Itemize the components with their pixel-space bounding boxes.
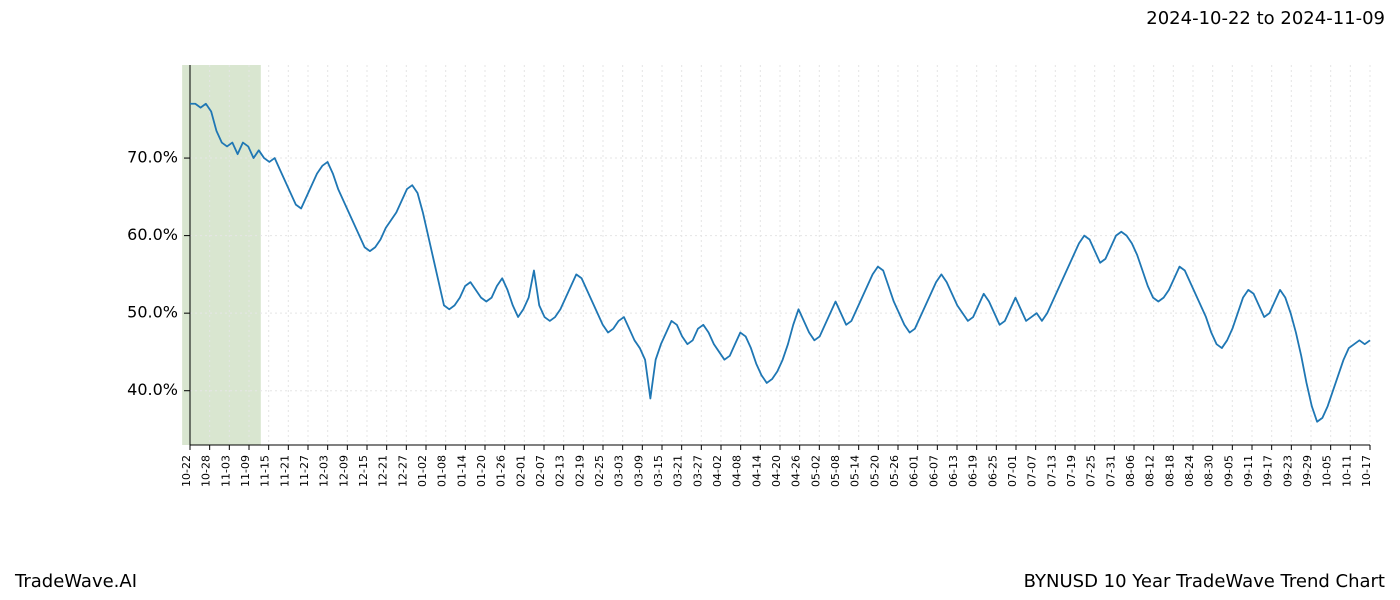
chart-title-label: BYNUSD 10 Year TradeWave Trend Chart: [1024, 571, 1385, 592]
xtick-label: 07-01: [1006, 455, 1019, 487]
xtick-label: 08-24: [1183, 455, 1196, 487]
xtick-label: 05-02: [809, 455, 822, 487]
xtick-label: 08-06: [1124, 455, 1137, 487]
xtick-label: 06-25: [986, 455, 999, 487]
xtick-label: 03-27: [691, 455, 704, 487]
xtick-label: 09-11: [1242, 455, 1255, 487]
xtick-label: 12-27: [396, 455, 409, 487]
xtick-label: 07-13: [1045, 455, 1058, 487]
xtick-label: 04-02: [711, 455, 724, 487]
xtick-label: 10-11: [1340, 455, 1353, 487]
xtick-label: 02-01: [514, 455, 527, 487]
brand-label: TradeWave.AI: [15, 571, 137, 592]
xtick-label: 03-15: [652, 455, 665, 487]
xtick-label: 07-19: [1065, 455, 1078, 487]
xtick-label: 04-26: [790, 455, 803, 487]
xtick-label: 04-08: [731, 455, 744, 487]
xtick-label: 11-21: [278, 455, 291, 487]
xtick-label: 07-07: [1026, 455, 1039, 487]
xtick-label: 01-14: [455, 455, 468, 487]
xtick-label: 09-23: [1281, 455, 1294, 487]
xtick-label: 05-20: [868, 455, 881, 487]
xtick-label: 10-28: [200, 455, 213, 487]
ytick-label: 40.0%: [127, 380, 178, 399]
xtick-label: 11-15: [259, 455, 272, 487]
xtick-label: 06-19: [967, 455, 980, 487]
xtick-label: 01-26: [495, 455, 508, 487]
ytick-label: 50.0%: [127, 303, 178, 322]
xtick-label: 03-09: [632, 455, 645, 487]
xtick-label: 08-30: [1203, 455, 1216, 487]
xtick-label: 12-15: [357, 455, 370, 487]
xtick-label: 12-09: [337, 455, 350, 487]
ytick-label: 60.0%: [127, 225, 178, 244]
xtick-label: 08-18: [1163, 455, 1176, 487]
xtick-label: 01-08: [436, 455, 449, 487]
xtick-label: 09-05: [1222, 455, 1235, 487]
xtick-label: 01-20: [475, 455, 488, 487]
xtick-label: 01-02: [416, 455, 429, 487]
xtick-label: 07-25: [1085, 455, 1098, 487]
xtick-label: 08-12: [1144, 455, 1157, 487]
xtick-label: 06-01: [908, 455, 921, 487]
xtick-label: 04-20: [770, 455, 783, 487]
xtick-label: 06-07: [927, 455, 940, 487]
xtick-label: 05-14: [849, 455, 862, 487]
xtick-label: 03-03: [613, 455, 626, 487]
xtick-label: 09-29: [1301, 455, 1314, 487]
trend-chart: 40.0% 50.0% 60.0% 70.0% 10-22 10-28 11-03 11-09…: [70, 50, 1380, 510]
xtick-label: 02-25: [593, 455, 606, 487]
xtick-label: 05-08: [829, 455, 842, 487]
xtick-label: 02-13: [554, 455, 567, 487]
ytick-label: 70.0%: [127, 148, 178, 167]
xtick-label: 10-22: [180, 455, 193, 487]
xtick-label: 02-07: [534, 455, 547, 487]
xtick-label: 12-21: [377, 455, 390, 487]
xtick-label: 02-19: [573, 455, 586, 487]
xtick-label: 11-03: [219, 455, 232, 487]
xtick-label: 10-17: [1360, 455, 1373, 487]
xtick-label: 09-17: [1262, 455, 1275, 487]
xtick-label: 10-05: [1321, 455, 1334, 487]
xtick-label: 05-26: [888, 455, 901, 487]
date-range-label: 2024-10-22 to 2024-11-09: [1146, 8, 1385, 29]
xtick-label: 04-14: [750, 455, 763, 487]
xtick-label: 03-21: [672, 455, 685, 487]
xtick-label: 07-31: [1104, 455, 1117, 487]
xtick-label: 11-27: [298, 455, 311, 487]
xtick-label: 06-13: [947, 455, 960, 487]
xtick-label: 12-03: [318, 455, 331, 487]
chart-svg: 40.0% 50.0% 60.0% 70.0% 10-22 10-28 11-03 11-09…: [70, 50, 1380, 510]
xtick-label: 11-09: [239, 455, 252, 487]
